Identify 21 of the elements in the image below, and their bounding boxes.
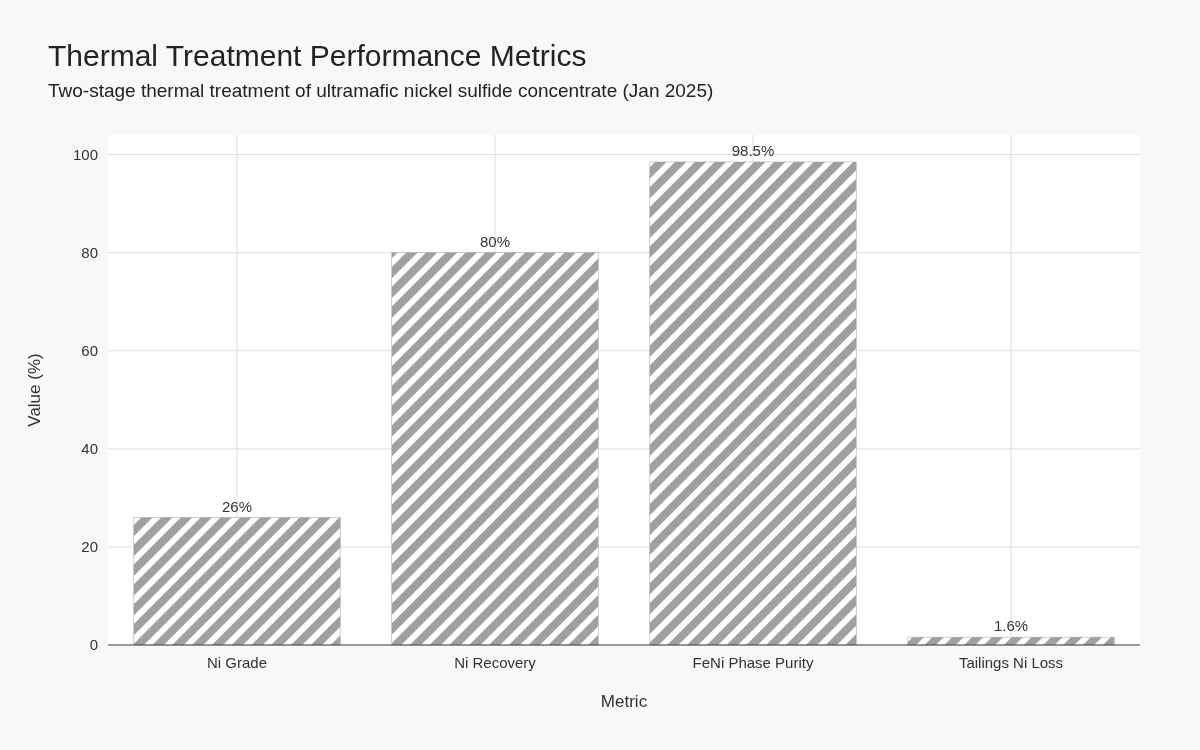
chart-title: Thermal Treatment Performance Metrics — [48, 39, 587, 72]
x-tick-label: FeNi Phase Purity — [692, 654, 814, 671]
chart-subtitle: Two-stage thermal treatment of ultramafic nickel sulfide concentrate (Jan 2025) — [48, 80, 714, 101]
y-tick-label: 60 — [81, 342, 98, 360]
y-tick-label: 100 — [72, 145, 98, 163]
y-tick-label: 0 — [89, 636, 98, 654]
y-tick-label: 40 — [81, 440, 98, 458]
x-tick-label: Ni Recovery — [454, 654, 537, 671]
x-tick-label: Ni Grade — [206, 654, 268, 671]
bar — [391, 252, 599, 646]
x-axis-title: Metric — [600, 692, 648, 711]
x-tick-label: Tailings Ni Loss — [958, 654, 1064, 671]
bar — [649, 161, 857, 646]
data-label: 1.6% — [993, 617, 1029, 635]
data-label: 98.5% — [731, 141, 775, 159]
bar — [133, 517, 341, 646]
data-label: 80% — [479, 232, 511, 250]
y-axis-title: Value (%) — [25, 353, 44, 427]
y-tick-label: 20 — [81, 538, 98, 556]
data-label: 26% — [221, 497, 253, 515]
y-tick-label: 80 — [81, 243, 98, 261]
